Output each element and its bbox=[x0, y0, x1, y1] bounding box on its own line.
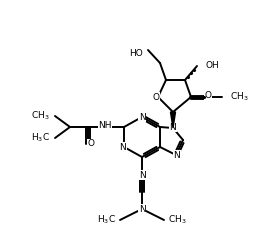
Text: N: N bbox=[170, 122, 176, 132]
Text: CH$_3$: CH$_3$ bbox=[168, 214, 187, 226]
Text: N: N bbox=[174, 150, 180, 160]
Text: H$_3$C: H$_3$C bbox=[31, 132, 50, 144]
Text: H$_3$C: H$_3$C bbox=[97, 214, 116, 226]
Text: O: O bbox=[204, 91, 211, 101]
Text: N: N bbox=[139, 205, 145, 213]
Text: CH$_3$: CH$_3$ bbox=[230, 91, 249, 103]
Text: CH$_3$: CH$_3$ bbox=[31, 110, 50, 122]
Text: HO: HO bbox=[129, 48, 143, 57]
Text: OH: OH bbox=[205, 61, 219, 71]
Text: N: N bbox=[139, 171, 145, 179]
Text: O: O bbox=[153, 92, 160, 102]
Text: O: O bbox=[87, 140, 94, 148]
Text: NH: NH bbox=[98, 120, 112, 130]
Polygon shape bbox=[170, 112, 176, 128]
Text: N: N bbox=[139, 112, 145, 121]
Text: N: N bbox=[120, 142, 126, 151]
